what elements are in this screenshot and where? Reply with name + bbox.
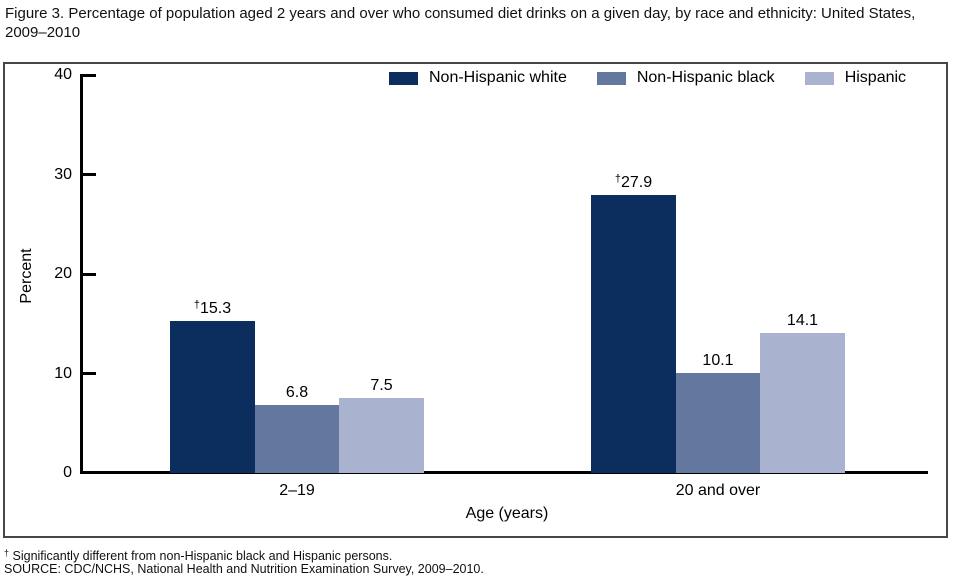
bar-non-hispanic-white-group1 bbox=[170, 320, 255, 473]
figure-title: Figure 3. Percentage of population aged … bbox=[5, 5, 916, 41]
footnote-source: SOURCE: CDC/NCHS, National Health and Nu… bbox=[4, 562, 484, 576]
bar-value-label-non-hispanic-black-group1: 6.8 bbox=[285, 384, 309, 402]
bar-hispanic-group2 bbox=[760, 332, 845, 473]
y-tick-label-40: 40 bbox=[54, 66, 72, 83]
bar-hispanic-group1 bbox=[339, 398, 424, 473]
y-tick-30 bbox=[80, 173, 96, 176]
legend-label-non-hispanic-white: Non-Hispanic white bbox=[429, 69, 567, 86]
y-tick-label-30: 30 bbox=[54, 165, 72, 183]
y-tick-20 bbox=[80, 272, 96, 276]
bar-value-label-non-hispanic-black-group2: 10.1 bbox=[702, 351, 734, 369]
x-axis-line bbox=[80, 471, 928, 474]
bar-non-hispanic-black-group2 bbox=[675, 372, 761, 473]
legend-item-non-hispanic-black: Non-Hispanic black bbox=[596, 69, 775, 87]
legend: Non-Hispanic white Non-Hispanic black Hi… bbox=[389, 69, 906, 87]
dagger-symbol: † bbox=[4, 548, 10, 558]
bar-value-label-hispanic-group2: 14.1 bbox=[786, 311, 819, 329]
y-tick-label-10: 10 bbox=[54, 364, 72, 382]
legend-item-non-hispanic-white: Non-Hispanic white bbox=[389, 69, 567, 87]
category-label-group1: 2–19 bbox=[279, 482, 315, 499]
category-label-group2: 20 and over bbox=[675, 482, 761, 499]
bar-value-label-hispanic-group1: 7.5 bbox=[370, 377, 393, 395]
legend-item-hispanic: Hispanic bbox=[804, 69, 907, 87]
bar-value-label-non-hispanic-white-group2: †27.9 bbox=[614, 173, 653, 192]
footnote-dagger: † Significantly different from non-Hispa… bbox=[4, 548, 393, 563]
legend-swatch-non-hispanic-black bbox=[596, 71, 626, 85]
bar-non-hispanic-white-group2 bbox=[591, 195, 676, 473]
legend-swatch-hispanic bbox=[804, 71, 834, 85]
dagger-symbol: † bbox=[193, 298, 200, 311]
bar-non-hispanic-black-group1 bbox=[254, 405, 340, 473]
y-tick-label-0: 0 bbox=[63, 464, 72, 481]
y-tick-label-20: 20 bbox=[54, 265, 72, 282]
dagger-symbol: † bbox=[614, 173, 621, 186]
chart-frame: Non-Hispanic white Non-Hispanic black Hi… bbox=[3, 62, 948, 538]
x-axis-title: Age (years) bbox=[465, 505, 549, 522]
legend-label-non-hispanic-black: Non-Hispanic black bbox=[636, 69, 775, 86]
bar-value-label-non-hispanic-white-group1: †15.3 bbox=[193, 298, 232, 317]
legend-label-hispanic: Hispanic bbox=[844, 69, 907, 86]
legend-swatch-non-hispanic-white bbox=[389, 71, 418, 85]
y-tick-40 bbox=[80, 73, 96, 77]
y-tick-10 bbox=[80, 372, 96, 375]
